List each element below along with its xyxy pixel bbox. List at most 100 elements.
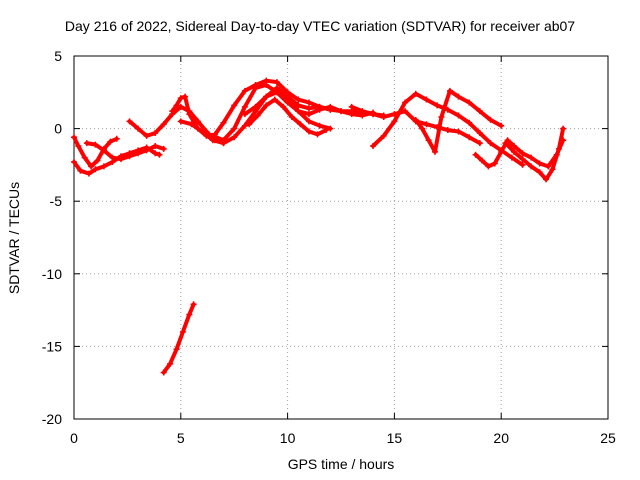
data-point [380, 132, 387, 139]
data-point [92, 166, 99, 173]
data-point [536, 160, 543, 167]
data-point [487, 140, 494, 147]
series-track-3 [83, 140, 167, 163]
data-point [297, 121, 304, 128]
data-point [241, 122, 248, 129]
data-point [560, 125, 567, 132]
data-point [472, 151, 479, 158]
data-point [263, 102, 270, 109]
data-point [167, 360, 174, 367]
data-point [314, 131, 321, 138]
data-point [143, 147, 150, 154]
data-point [508, 154, 515, 161]
data-point [455, 93, 462, 100]
data-point [511, 143, 518, 150]
data-point [402, 99, 409, 106]
data-point [402, 108, 409, 115]
data-point [412, 90, 419, 97]
x-tick-label: 5 [177, 430, 185, 446]
data-point [511, 148, 518, 155]
data-point [295, 96, 302, 103]
data-point [316, 122, 323, 129]
data-point [160, 145, 167, 152]
data-point [476, 140, 483, 147]
data-point [380, 113, 387, 120]
data-point [478, 157, 485, 164]
data-point [498, 148, 505, 155]
data-point [246, 121, 253, 128]
data-point [100, 147, 107, 154]
y-tick-label: -10 [42, 266, 62, 282]
data-point [498, 122, 505, 129]
data-point [545, 163, 552, 170]
data-point [519, 150, 526, 157]
data-point [502, 140, 509, 147]
data-point [466, 134, 473, 141]
data-point [327, 103, 334, 110]
series-track-6 [177, 84, 334, 147]
data-point [152, 143, 159, 150]
data-point [487, 116, 494, 123]
data-point [135, 150, 142, 157]
data-point [83, 140, 90, 147]
data-point [231, 102, 238, 109]
data-point [100, 163, 107, 170]
data-point [295, 102, 302, 109]
data-point [519, 161, 526, 168]
x-tick-label: 20 [493, 430, 509, 446]
data-point [254, 112, 261, 119]
series-trace [247, 97, 328, 137]
data-point [391, 118, 398, 125]
data-point [241, 103, 248, 110]
data-point [549, 166, 556, 173]
data-point [231, 134, 238, 141]
data-point [438, 113, 445, 120]
data-point [77, 167, 84, 174]
x-tick-label: 25 [600, 430, 616, 446]
data-point [327, 125, 334, 132]
data-point [71, 158, 77, 165]
data-point [252, 84, 259, 91]
series-track-2 [71, 134, 120, 170]
series-trace [127, 104, 226, 146]
data-point [143, 132, 150, 139]
data-point [126, 118, 133, 125]
data-point [491, 160, 498, 167]
data-point [160, 121, 167, 128]
data-point [370, 143, 377, 150]
x-tick-label: 15 [387, 430, 403, 446]
y-tick-label: -15 [42, 338, 62, 354]
data-point [446, 87, 453, 94]
chart-title: Day 216 of 2022, Sidereal Day-to-day VTE… [64, 18, 576, 34]
data-point [295, 108, 302, 115]
axis-ticks: 0 5 10 15 20 25 -20 -15 -10 -5 0 5 [42, 48, 616, 446]
series-track-9 [246, 96, 330, 138]
data-point [263, 82, 270, 89]
series-track-7 [209, 82, 334, 144]
data-point [117, 156, 124, 163]
data-point [455, 128, 462, 135]
data-point [348, 111, 355, 118]
data-point [85, 170, 92, 177]
data-point [280, 103, 287, 110]
data-point [485, 163, 492, 170]
data-point [305, 105, 312, 112]
data-point [316, 106, 323, 113]
data-point [92, 141, 99, 148]
data-point [305, 99, 312, 106]
data-point [338, 108, 344, 115]
series-track-10 [348, 103, 483, 147]
data-point [305, 128, 312, 135]
data-point [152, 129, 159, 136]
data-point [186, 111, 193, 118]
y-tick-label: 5 [54, 48, 62, 64]
data-point [241, 87, 248, 94]
x-tick-label: 0 [70, 430, 78, 446]
data-point [169, 108, 176, 115]
x-axis-label: GPS time / hours [287, 456, 395, 472]
data-point [536, 169, 543, 176]
data-point [81, 154, 88, 161]
data-point [186, 311, 193, 318]
plot-frame [73, 55, 609, 420]
